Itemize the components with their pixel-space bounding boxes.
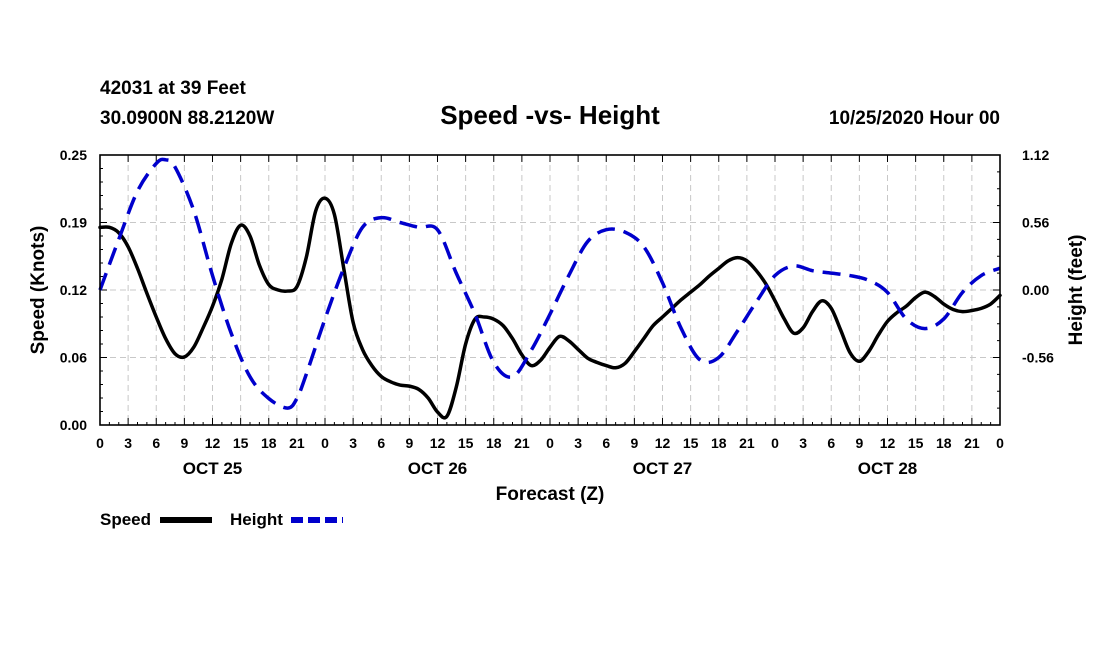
x-tick-label: 21 (514, 435, 530, 451)
x-tick-label: 15 (683, 435, 699, 451)
x-tick-label: 9 (180, 435, 188, 451)
x-tick-label: 15 (908, 435, 924, 451)
y-left-tick-label: 0.19 (60, 215, 87, 231)
x-tick-label: 21 (964, 435, 980, 451)
plot-frame (99, 154, 1001, 426)
x-tick-label: 6 (152, 435, 160, 451)
chart-title: Speed -vs- Height (440, 100, 660, 130)
series-layer (98, 157, 1002, 420)
x-tick-label: 3 (574, 435, 582, 451)
x-tick-label: 18 (711, 435, 727, 451)
x-tick-label: 0 (321, 435, 329, 451)
x-tick-label: 3 (349, 435, 357, 451)
x-tick-label: 12 (205, 435, 221, 451)
x-tick-label: 12 (880, 435, 896, 451)
y-left-tick-label: 0.12 (60, 282, 87, 298)
x-tick-label: 21 (289, 435, 305, 451)
x-tick-label: 6 (827, 435, 835, 451)
y-right-tick-label: 0.56 (1022, 215, 1049, 231)
datetime-label: 10/25/2020 Hour 00 (829, 108, 1000, 129)
x-tick-label: 15 (233, 435, 249, 451)
x-tick-label: 12 (655, 435, 671, 451)
series-line-speed (98, 196, 1002, 420)
x-tick-label: 6 (377, 435, 385, 451)
x-tick-label: 6 (602, 435, 610, 451)
x-tick-label: 0 (996, 435, 1004, 451)
day-label: OCT 26 (408, 459, 468, 478)
x-tick-label: 18 (486, 435, 502, 451)
x-tick-label: 21 (739, 435, 755, 451)
right-axis-title: Height (feet) (1066, 235, 1087, 346)
day-label: OCT 27 (633, 459, 693, 478)
x-tick-label: 18 (261, 435, 277, 451)
x-tick-label: 18 (936, 435, 952, 451)
y-left-tick-label: 0.06 (60, 350, 87, 366)
x-tick-label: 15 (458, 435, 474, 451)
x-tick-label: 9 (855, 435, 863, 451)
legend-height-label: Height (230, 510, 283, 529)
x-tick-label: 0 (546, 435, 554, 451)
x-tick-label: 3 (124, 435, 132, 451)
day-label: OCT 25 (183, 459, 243, 478)
location-label: 30.0900N 88.2120W (100, 108, 274, 129)
x-tick-label: 12 (430, 435, 446, 451)
y-right-tick-label: 0.00 (1022, 282, 1049, 298)
x-tick-label: 0 (96, 435, 104, 451)
legend: Speed Height (100, 510, 343, 529)
x-tick-label: 9 (630, 435, 638, 451)
grid-layer (100, 155, 1000, 425)
y-left-tick-label: 0.00 (60, 417, 87, 433)
day-label: OCT 28 (858, 459, 918, 478)
x-tick-label: 3 (799, 435, 807, 451)
x-tick-label: 9 (405, 435, 413, 451)
tick-label-layer: 0 3 6 9 12 15 18 21 0 3 6 9 12 15 18 21 0 3 6 9 12 15 18 21 0 3 6 9… (60, 147, 1054, 478)
y-left-tick-label: 0.25 (60, 147, 87, 163)
left-axis-title: Speed (Knots) (28, 226, 49, 355)
x-tick-label: 0 (771, 435, 779, 451)
y-right-tick-label: -0.56 (1022, 350, 1054, 366)
legend-speed-label: Speed (100, 510, 151, 529)
station-label: 42031 at 39 Feet (100, 78, 246, 99)
y-right-tick-label: 1.12 (1022, 147, 1049, 163)
x-axis-title: Forecast (Z) (496, 484, 605, 505)
